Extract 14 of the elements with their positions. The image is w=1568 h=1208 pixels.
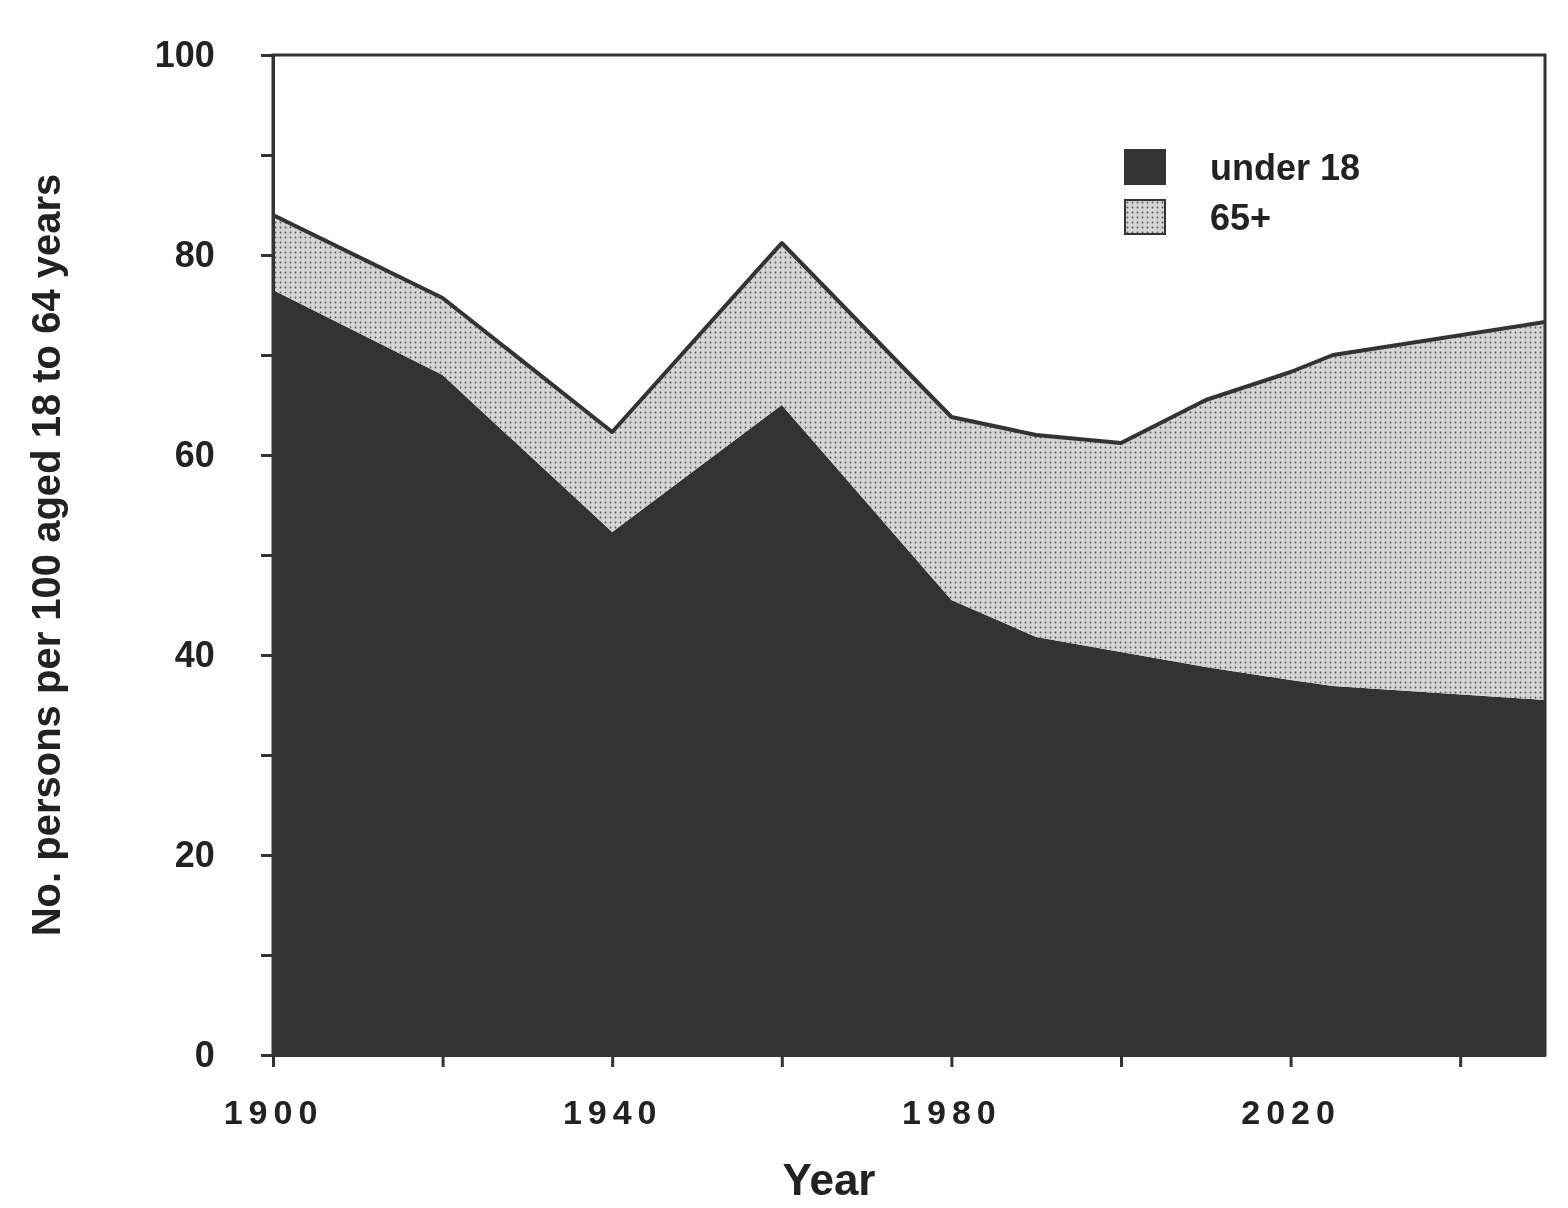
y-axis-title: No. persons per 100 aged 18 to 64 years (24, 173, 68, 937)
legend-label: under 18 (1210, 147, 1361, 188)
y-tick-label: 0 (194, 1034, 215, 1076)
x-tick-label: 1940 (562, 1093, 663, 1132)
y-tick-label: 20 (174, 834, 215, 876)
x-axis-title: Year (782, 1155, 876, 1204)
x-tick-label: 1900 (223, 1093, 324, 1132)
y-tick-label: 40 (174, 634, 215, 676)
legend-label: 65+ (1210, 197, 1272, 238)
x-tick-label: 2020 (1241, 1093, 1341, 1132)
y-tick-label: 80 (174, 234, 215, 276)
y-tick-label: 100 (154, 34, 215, 76)
y-tick-label: 60 (174, 434, 215, 476)
x-tick-label: 1980 (902, 1093, 1002, 1132)
